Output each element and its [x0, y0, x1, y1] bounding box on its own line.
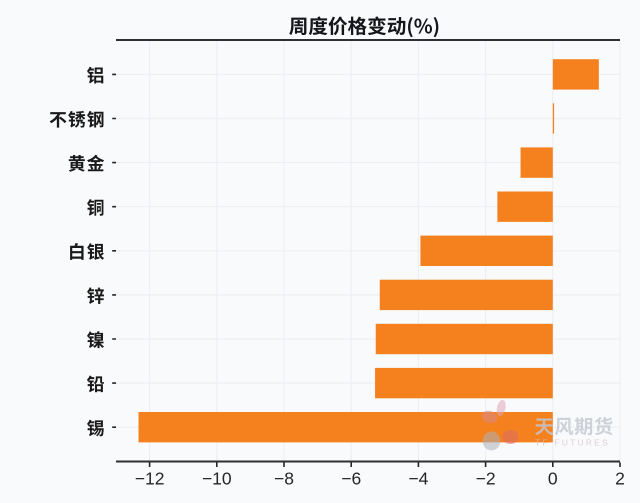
svg-text:−8: −8 — [274, 469, 294, 489]
svg-text:−6: −6 — [341, 469, 361, 489]
svg-text:−12: −12 — [135, 469, 165, 489]
svg-text:2: 2 — [615, 469, 625, 489]
svg-text:−4: −4 — [408, 469, 428, 489]
svg-text:0: 0 — [548, 469, 558, 489]
svg-text:−10: −10 — [202, 469, 232, 489]
svg-text:−2: −2 — [476, 469, 496, 489]
svg-text:TF FUTURES: TF FUTURES — [535, 438, 610, 448]
